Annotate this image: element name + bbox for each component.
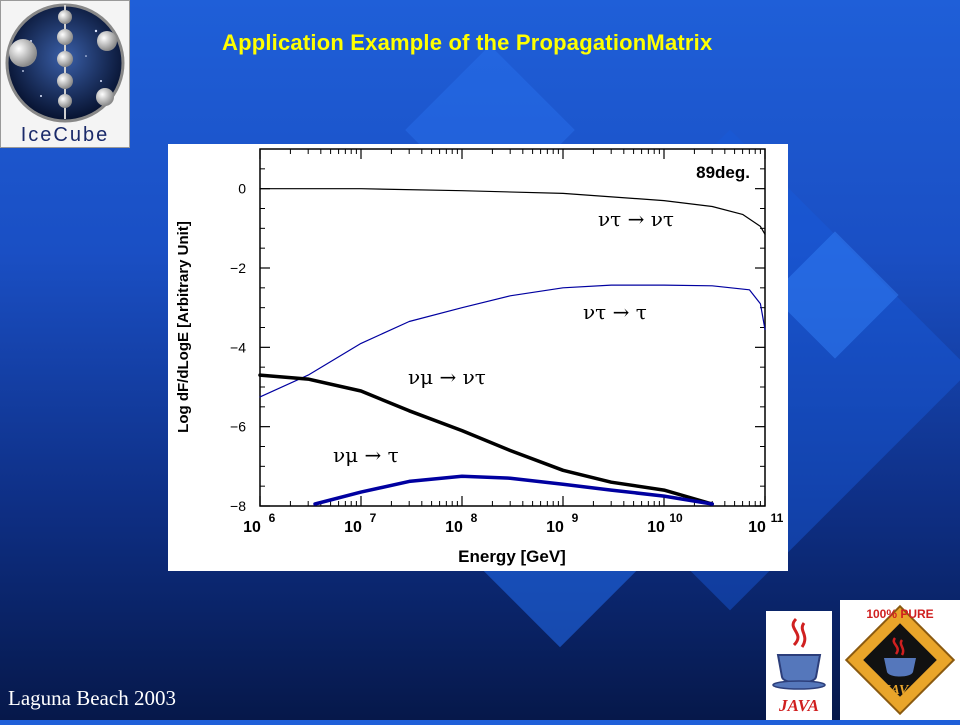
x-tick-label: 10 bbox=[344, 519, 362, 536]
series-line-3 bbox=[258, 373, 714, 506]
y-axis-label: Log dF/dLogE [Arbitrary Unit] bbox=[175, 221, 192, 433]
chart-svg: 10 6 10 7 10 8 10 9 10 10 10 11 0 −2 −4 −6 −8 ντ → ντ ντ … bbox=[175, 148, 784, 566]
pure-java-logo: JAVA 100% PURE bbox=[840, 600, 960, 720]
java-logo: JAVA bbox=[766, 611, 832, 720]
java-logo-text: JAVA bbox=[778, 696, 819, 715]
x-tick-exponent: 7 bbox=[370, 511, 377, 525]
series-label-2: ντ → τ bbox=[583, 300, 647, 324]
y-tick-label: −2 bbox=[230, 260, 246, 276]
x-tick-exponent: 8 bbox=[471, 511, 478, 525]
series-line-1 bbox=[259, 188, 766, 235]
series-line-2 bbox=[259, 284, 766, 398]
pure-java-caption: 100% PURE bbox=[866, 607, 933, 621]
y-tick-label: 0 bbox=[238, 181, 246, 197]
x-tick-label: 10 bbox=[647, 519, 665, 536]
y-tick-label: −6 bbox=[230, 419, 246, 435]
y-tick-label: −4 bbox=[230, 339, 246, 355]
angle-annotation: 89deg. bbox=[696, 163, 750, 182]
series-label-4: νμ → τ bbox=[333, 443, 399, 467]
x-axis-label: Energy [GeV] bbox=[458, 547, 566, 566]
x-tick-exponent: 10 bbox=[669, 511, 683, 525]
series-line-4 bbox=[313, 474, 714, 506]
footer-text: Laguna Beach 2003 bbox=[8, 686, 176, 710]
logo-text: IceCube bbox=[21, 124, 110, 146]
slide-title: Application Example of the PropagationMa… bbox=[222, 30, 713, 55]
x-tick-label: 10 bbox=[445, 519, 463, 536]
x-tick-exponent: 9 bbox=[572, 511, 579, 525]
icecube-logo: IceCube bbox=[0, 0, 130, 148]
series-label-1: ντ → ντ bbox=[598, 207, 674, 231]
series-label-3: νμ → ντ bbox=[408, 365, 486, 389]
x-tick-label: 10 bbox=[546, 519, 564, 536]
chart-panel: 10 6 10 7 10 8 10 9 10 10 10 11 0 −2 −4 −6 −8 ντ → ντ ντ … bbox=[168, 144, 788, 571]
x-tick-label: 10 bbox=[243, 519, 261, 536]
x-tick-exponent: 6 bbox=[269, 511, 276, 525]
y-tick-label: −8 bbox=[230, 498, 246, 514]
pure-java-logo-text: JAVA bbox=[883, 683, 917, 698]
x-tick-label: 10 bbox=[748, 519, 766, 536]
x-tick-exponent: 11 bbox=[771, 511, 784, 525]
